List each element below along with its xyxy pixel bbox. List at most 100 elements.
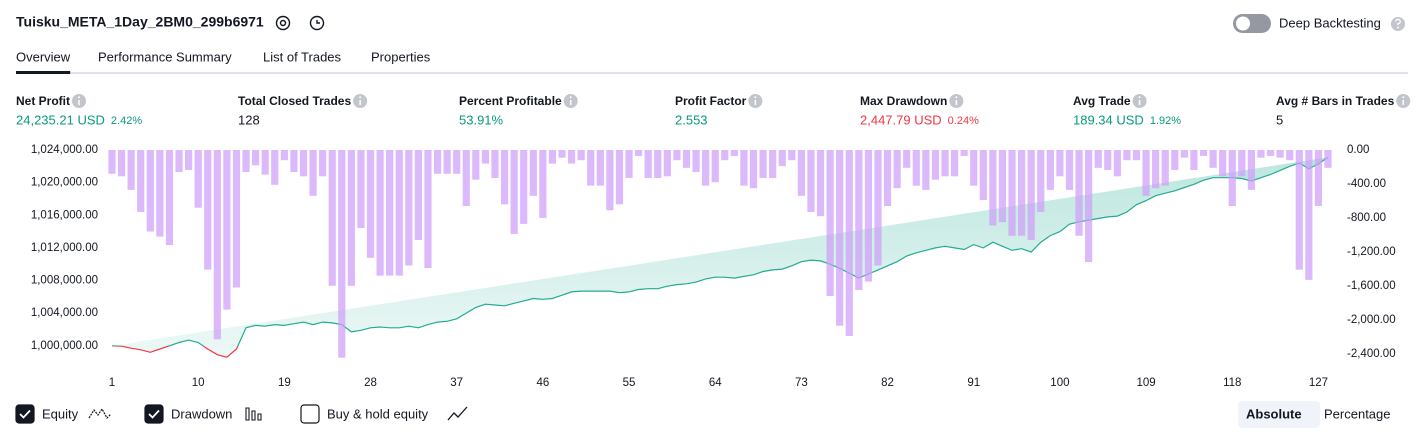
drawdown-bar — [912, 150, 920, 186]
info-icon[interactable] — [563, 94, 578, 108]
buyhold-icon — [447, 406, 468, 421]
info-icon[interactable] — [353, 94, 368, 108]
drawdown-bar — [778, 150, 786, 167]
y-tick-label: 1,016,000.00 — [31, 209, 98, 221]
x-tick-label: 37 — [450, 377, 463, 389]
drawdown-bar — [711, 150, 719, 183]
drawdown-bar — [702, 150, 710, 186]
info-icon[interactable] — [748, 94, 763, 108]
drawdown-bar — [788, 150, 796, 161]
legend-label: Buy & hold equity — [327, 406, 429, 421]
drawdown-bar — [606, 150, 614, 211]
checkbox[interactable] — [300, 404, 320, 424]
info-icon[interactable] — [949, 94, 964, 108]
drawdown-bar — [941, 150, 949, 177]
drawdown-bar — [299, 150, 308, 177]
drawdown-bar — [309, 150, 317, 196]
drawdown-bar — [807, 150, 815, 212]
deep-backtesting-toggle[interactable] — [1233, 14, 1271, 33]
x-tick-label: 55 — [623, 377, 636, 389]
y-tick-label: 1,024,000.00 — [31, 144, 98, 156]
info-dot — [569, 96, 572, 99]
y2-tick-label: -2,000.00 — [1347, 314, 1396, 326]
drawdown-bar — [558, 150, 566, 158]
drawdown-bar — [366, 150, 375, 258]
tab[interactable]: Properties — [371, 49, 431, 64]
drawdown-bar — [644, 150, 652, 179]
info-dot — [78, 96, 80, 99]
drawdown-bar — [500, 150, 509, 205]
drawdown-bar — [1286, 150, 1294, 161]
drawdown-bar — [1152, 150, 1160, 189]
y2-tick-label: -1,200.00 — [1347, 246, 1396, 258]
x-tick-label: 118 — [1223, 377, 1241, 389]
drawdown-bar — [1161, 150, 1169, 186]
drawdown-bar — [989, 150, 997, 226]
drawdown-bar — [376, 150, 384, 276]
drawdown-bar — [290, 150, 298, 173]
mode-button[interactable]: Absolute — [1246, 406, 1302, 421]
drawdown-bar — [1142, 150, 1150, 196]
y-tick-label: 1,004,000.00 — [31, 307, 98, 319]
info-icon[interactable] — [1396, 94, 1411, 108]
drawdown-bar — [252, 150, 260, 166]
drawdown-bar — [1094, 150, 1102, 168]
drawdown-bar — [481, 150, 490, 164]
info-dot — [1402, 96, 1405, 99]
drawdown-bar — [816, 150, 825, 217]
drawdown-bar — [730, 150, 738, 156]
drawdown-bar — [1180, 150, 1188, 158]
drawdown-bar — [931, 150, 940, 180]
drawdown-bar — [635, 150, 643, 156]
checkbox[interactable] — [144, 404, 164, 424]
drawdown-bar — [184, 150, 193, 170]
drawdown-bar — [1113, 150, 1121, 177]
drawdown-bar — [577, 150, 585, 161]
mode-button-bg[interactable] — [1238, 401, 1320, 428]
drawdown-bar — [1018, 150, 1026, 236]
drawdown-bar — [922, 150, 930, 190]
drawdown-bar — [1247, 150, 1256, 190]
drawdown-bar — [1219, 150, 1227, 177]
tab[interactable]: Performance Summary — [98, 49, 232, 64]
drawdown-bar — [539, 150, 547, 218]
drawdown-bar — [759, 150, 767, 179]
checkmark — [148, 409, 160, 419]
x-tick-label: 19 — [278, 377, 291, 389]
tab[interactable]: List of Trades — [263, 49, 342, 64]
drawdown-bar — [510, 150, 518, 235]
metric-percent: 0.24% — [948, 115, 979, 127]
info-dot — [359, 96, 362, 99]
checkbox[interactable] — [15, 404, 35, 424]
tab[interactable]: Overview — [16, 49, 71, 64]
drawdown-bar — [960, 150, 968, 156]
drawdown-bar — [146, 150, 154, 232]
drawdown-bar — [596, 150, 604, 186]
drawdown-bar — [462, 150, 470, 207]
help-icon[interactable] — [1391, 17, 1405, 31]
drawdown-bar — [261, 150, 269, 175]
drawdown-bar — [405, 150, 413, 266]
drawdown-bar — [625, 150, 633, 179]
drawdown-bar — [338, 150, 346, 358]
drawdown-bar — [127, 150, 135, 190]
legend-label: Drawdown — [171, 406, 232, 421]
settings-icon[interactable] — [275, 15, 291, 31]
drawdown-bar — [1324, 150, 1332, 168]
alert-icon[interactable] — [309, 15, 325, 31]
mode-button[interactable]: Percentage — [1324, 406, 1391, 421]
drawdown-bar — [137, 150, 145, 212]
drawdown-bar — [165, 150, 174, 246]
drawdown-bar — [1085, 150, 1093, 263]
drawdown-bar — [280, 150, 288, 161]
info-icon[interactable] — [72, 94, 86, 108]
metric-value: 5 — [1276, 112, 1283, 127]
y2-tick-label: -800.00 — [1347, 212, 1386, 224]
info-dot — [754, 96, 757, 99]
drawdown-bar — [472, 150, 480, 180]
drawdown-bar — [883, 150, 892, 207]
drawdown-bar — [357, 150, 365, 229]
info-icon[interactable] — [1132, 94, 1147, 108]
equity-line — [111, 156, 1329, 358]
drawdown-bar — [874, 150, 882, 266]
